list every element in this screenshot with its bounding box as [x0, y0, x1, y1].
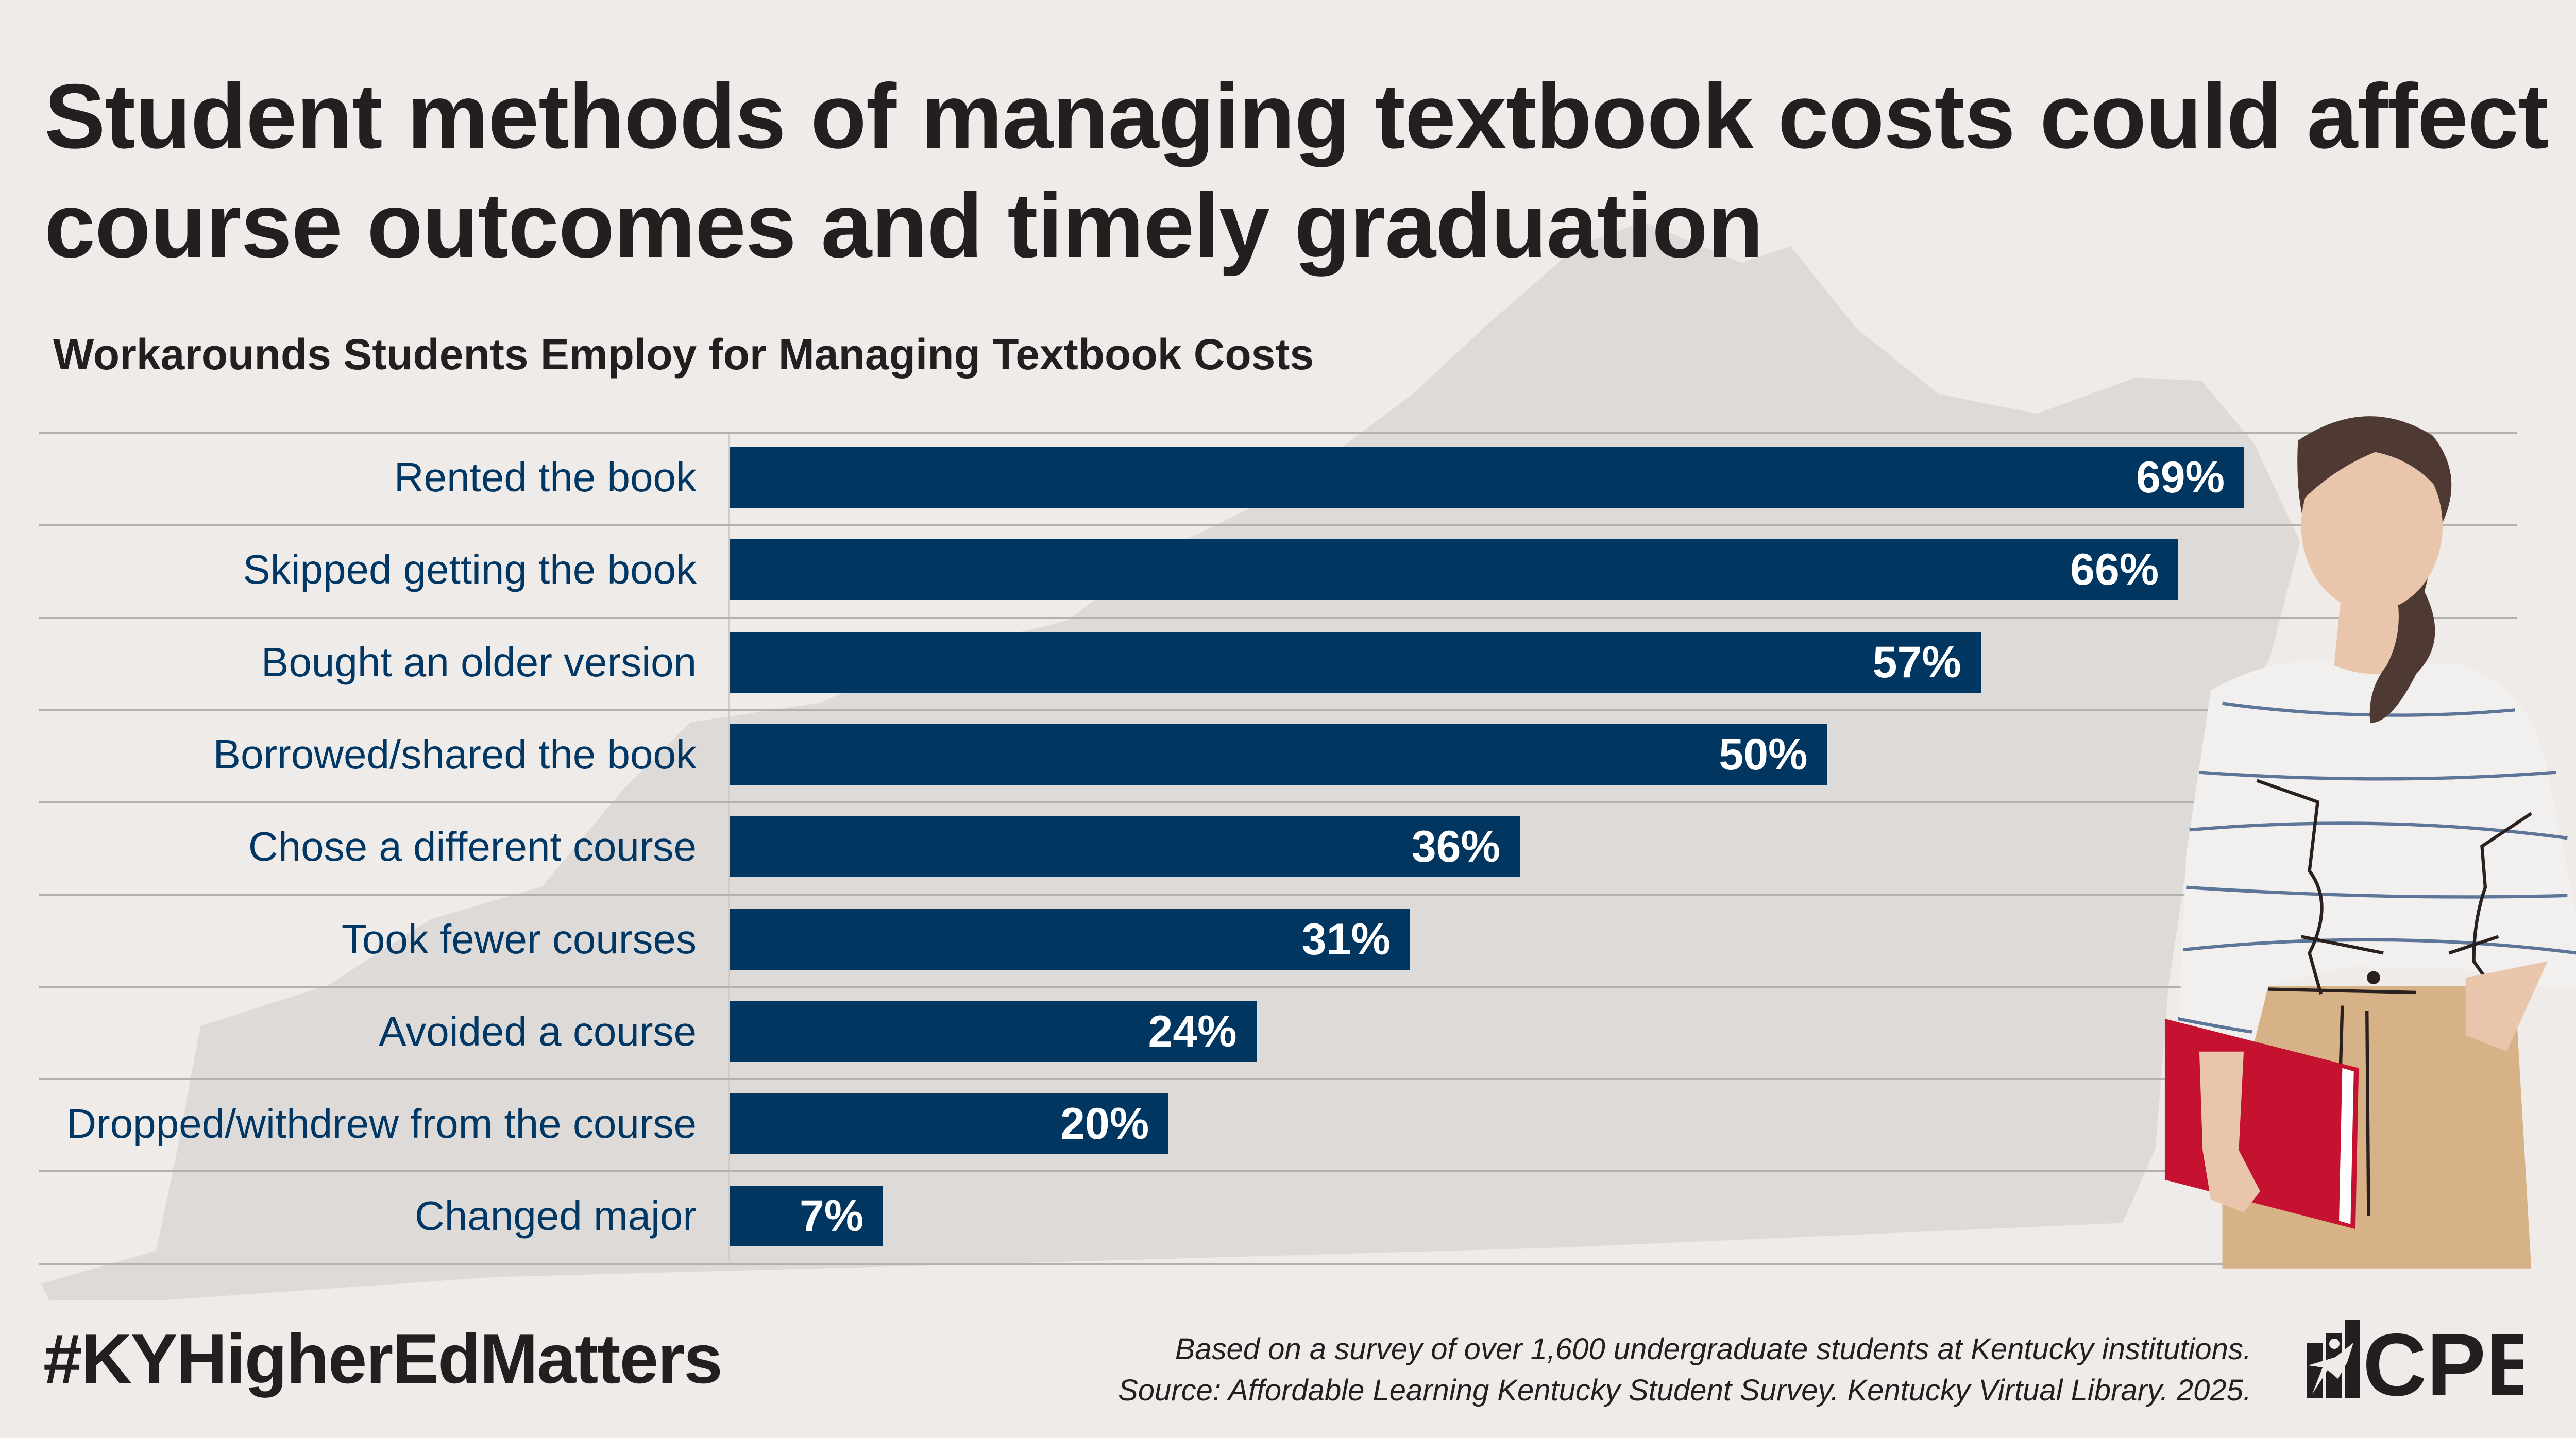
row-divider [39, 708, 2517, 711]
bar: 50% [730, 724, 1827, 785]
title-line-1: Student methods of managing textbook cos… [44, 65, 2549, 167]
row-divider [39, 1078, 2517, 1081]
row-divider [39, 1170, 2517, 1173]
row-divider [39, 432, 2517, 434]
value-label: 20% [1060, 1099, 1149, 1149]
value-label: 66% [2070, 545, 2159, 595]
cpe-logo: CPE [2307, 1317, 2523, 1399]
student-illustration [2164, 416, 2576, 1269]
category-label: Borrowed/shared the book [213, 731, 697, 777]
bar: 36% [730, 816, 1520, 878]
page-title: Student methods of managing textbook cos… [44, 62, 2549, 280]
source-note: Based on a survey of over 1,600 undergra… [1118, 1329, 2251, 1411]
bar: 57% [730, 631, 1981, 693]
value-label: 57% [1872, 637, 1961, 687]
value-label: 50% [1719, 729, 1808, 779]
bar: 7% [730, 1186, 884, 1247]
row-divider [39, 801, 2517, 803]
row-divider [39, 985, 2517, 988]
bar: 31% [730, 909, 1410, 970]
row-divider [39, 524, 2517, 526]
axis-line [728, 433, 730, 1260]
category-label: Changed major [415, 1193, 697, 1239]
value-label: 24% [1148, 1006, 1237, 1056]
category-label: Dropped/withdrew from the course [66, 1101, 697, 1147]
category-label: Bought an older version [261, 639, 697, 685]
source-citation: Source: Affordable Learning Kentucky Stu… [1118, 1374, 2251, 1407]
logo-text: CPE [2363, 1317, 2523, 1399]
category-label: Avoided a course [379, 1008, 697, 1054]
category-label: Chose a different course [248, 824, 697, 870]
bar: 20% [730, 1093, 1169, 1155]
bar: 69% [730, 447, 2245, 508]
value-label: 31% [1301, 914, 1391, 964]
value-label: 69% [2136, 453, 2225, 502]
row-divider [39, 616, 2517, 619]
row-divider [39, 1262, 2517, 1265]
title-line-2: course outcomes and timely graduation [44, 174, 1764, 277]
bar: 66% [730, 539, 2179, 601]
row-divider [39, 893, 2517, 896]
hashtag: #KYHigherEdMatters [43, 1320, 723, 1398]
bar: 24% [730, 1001, 1257, 1062]
value-label: 36% [1411, 822, 1500, 872]
value-label: 7% [799, 1191, 864, 1241]
category-label: Skipped getting the book [243, 546, 697, 593]
survey-note: Based on a survey of over 1,600 undergra… [1175, 1332, 2251, 1366]
category-label: Rented the book [394, 454, 697, 500]
category-label: Took fewer courses [341, 916, 697, 962]
chart-title: Workarounds Students Employ for Managing… [53, 330, 1314, 379]
